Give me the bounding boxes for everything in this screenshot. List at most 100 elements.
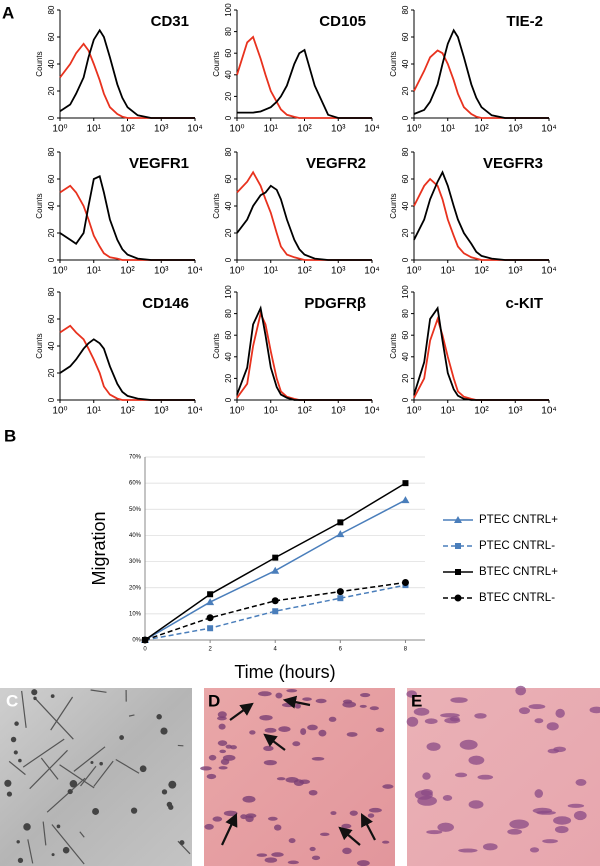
y-tick-label: 40 xyxy=(224,70,233,79)
x-tick-label: 10⁰ xyxy=(52,266,67,277)
nucleus xyxy=(286,688,298,693)
y-tick-label: 40 xyxy=(224,352,233,361)
y-tick-label: 60 xyxy=(224,48,233,57)
arrow xyxy=(338,826,361,846)
x-tick-label: 10³ xyxy=(154,124,169,135)
cell xyxy=(51,853,55,857)
x-tick-label: 10¹ xyxy=(264,266,279,277)
panel-label: C xyxy=(6,691,18,710)
histogram-curve xyxy=(59,28,195,119)
x-axis-label: Time (hours) xyxy=(234,662,335,682)
cell-process xyxy=(21,690,27,728)
nucleus xyxy=(459,739,478,750)
histogram-curve xyxy=(59,175,195,261)
x-tick-label: 10¹ xyxy=(87,124,102,135)
x-tick-label: 10² xyxy=(297,124,312,135)
nucleus xyxy=(455,772,468,778)
y-tick-label: 40% xyxy=(129,533,142,539)
cell xyxy=(17,857,24,864)
x-tick-label: 10⁴ xyxy=(541,406,556,417)
nucleus xyxy=(217,711,227,718)
nucleus xyxy=(440,713,460,718)
y-tick-label: 10% xyxy=(129,611,142,617)
marker xyxy=(206,614,214,622)
x-tick-label: 10¹ xyxy=(264,406,279,417)
nucleus xyxy=(271,852,284,857)
y-tick-label: 40 xyxy=(401,201,410,210)
cell-process xyxy=(42,821,47,846)
y-tick-label: 0% xyxy=(132,638,141,644)
nucleus xyxy=(300,728,307,735)
nucleus xyxy=(534,789,544,798)
nucleus xyxy=(426,742,441,751)
nucleus xyxy=(230,745,237,750)
y-tick-label: 20 xyxy=(401,373,410,382)
y-axis-label: Counts xyxy=(389,193,398,218)
legend-marker xyxy=(455,569,461,575)
nucleus xyxy=(258,691,272,697)
x-tick-label: 10¹ xyxy=(264,124,279,135)
nucleus xyxy=(507,828,522,835)
chart-title: CD31 xyxy=(151,13,189,30)
y-tick-label: 100 xyxy=(224,3,233,17)
nucleus xyxy=(263,759,277,766)
nucleus xyxy=(242,795,256,803)
nucleus xyxy=(528,704,546,710)
cell xyxy=(50,694,55,699)
chart-title: VEGFR1 xyxy=(129,155,189,172)
nucleus xyxy=(311,756,325,761)
x-tick-label: 10² xyxy=(297,266,312,277)
marker xyxy=(207,625,214,632)
y-tick-label: 20 xyxy=(47,228,56,237)
x-tick-label: 10⁴ xyxy=(364,266,379,277)
nucleus xyxy=(509,819,529,829)
x-tick-label: 10² xyxy=(297,406,312,417)
nucleus xyxy=(482,843,498,851)
nucleus xyxy=(218,766,228,770)
x-tick-label: 2 xyxy=(208,647,212,653)
cell-process xyxy=(46,777,86,813)
y-tick-label: 80 xyxy=(401,5,410,14)
x-tick-label: 10⁴ xyxy=(541,124,556,135)
histogram-curve xyxy=(59,184,195,261)
nucleus xyxy=(468,755,485,765)
nucleus xyxy=(318,729,327,737)
micrograph-e xyxy=(407,688,600,866)
panel-label: A xyxy=(2,3,14,22)
nucleus xyxy=(413,707,430,716)
x-tick-label: 10⁰ xyxy=(52,406,67,417)
cell xyxy=(10,736,17,743)
y-tick-label: 60 xyxy=(401,330,410,339)
histogram-curve xyxy=(413,49,549,119)
marker xyxy=(336,530,345,538)
cell xyxy=(69,780,78,788)
nucleus xyxy=(276,777,286,781)
y-tick-label: 40 xyxy=(47,59,56,68)
marker xyxy=(336,588,344,596)
nucleus xyxy=(349,810,358,816)
x-tick-label: 10⁰ xyxy=(406,266,421,277)
legend-label: BTEC CNTRL- xyxy=(479,592,555,604)
nucleus xyxy=(249,730,256,735)
nucleus xyxy=(288,838,296,844)
nucleus xyxy=(328,716,337,722)
y-axis-label: Counts xyxy=(389,51,398,76)
nucleus xyxy=(341,823,352,829)
panel-label: B xyxy=(4,426,16,445)
nucleus xyxy=(518,707,531,715)
nucleus xyxy=(422,772,431,780)
x-tick-label: 10¹ xyxy=(441,124,456,135)
histogram-curve xyxy=(236,184,372,261)
y-tick-label: 80 xyxy=(47,287,56,296)
nucleus xyxy=(346,732,358,737)
y-tick-label: 40 xyxy=(47,201,56,210)
cell-process xyxy=(27,839,34,864)
cell xyxy=(23,823,31,831)
nucleus xyxy=(256,853,268,857)
y-tick-label: 60 xyxy=(47,32,56,41)
marker xyxy=(272,608,279,615)
y-tick-label: 60 xyxy=(47,174,56,183)
cell xyxy=(31,689,38,696)
y-tick-label: 20 xyxy=(401,228,410,237)
nucleus xyxy=(426,830,443,835)
